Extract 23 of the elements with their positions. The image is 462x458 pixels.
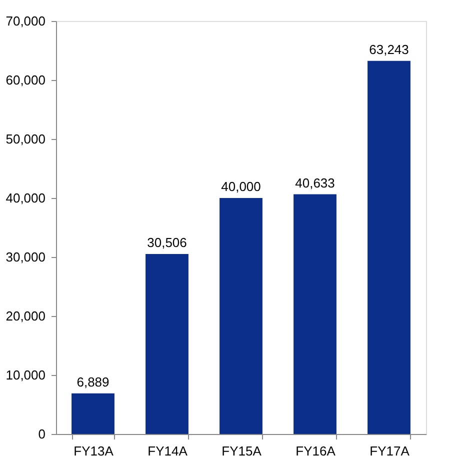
data-label: 30,506 (147, 235, 187, 250)
bar (220, 198, 262, 434)
bar (368, 60, 410, 434)
y-tick-label: 70,000 (6, 14, 46, 28)
y-tick-label: 40,000 (6, 190, 46, 206)
x-tick-label: FY17A (370, 444, 410, 458)
y-tick-label: 20,000 (6, 308, 46, 324)
data-label: 40,633 (295, 175, 335, 190)
bar (72, 393, 114, 434)
data-label: 6,889 (76, 374, 110, 390)
x-tick-label: FY15A (222, 444, 262, 458)
bar (294, 194, 336, 434)
x-tick-label: FY13A (74, 444, 114, 458)
y-tick-label: 30,000 (6, 250, 46, 264)
x-tick-label: FY14A (148, 444, 188, 458)
data-label: 40,000 (221, 179, 261, 194)
bar (146, 254, 188, 434)
y-tick-label: 10,000 (6, 368, 46, 382)
x-tick-label: FY16A (296, 444, 336, 458)
y-tick-label: 50,000 (6, 132, 46, 146)
y-tick-label: 0 (38, 426, 46, 442)
data-label: 63,243 (369, 42, 409, 57)
y-tick-label: 60,000 (6, 72, 46, 88)
